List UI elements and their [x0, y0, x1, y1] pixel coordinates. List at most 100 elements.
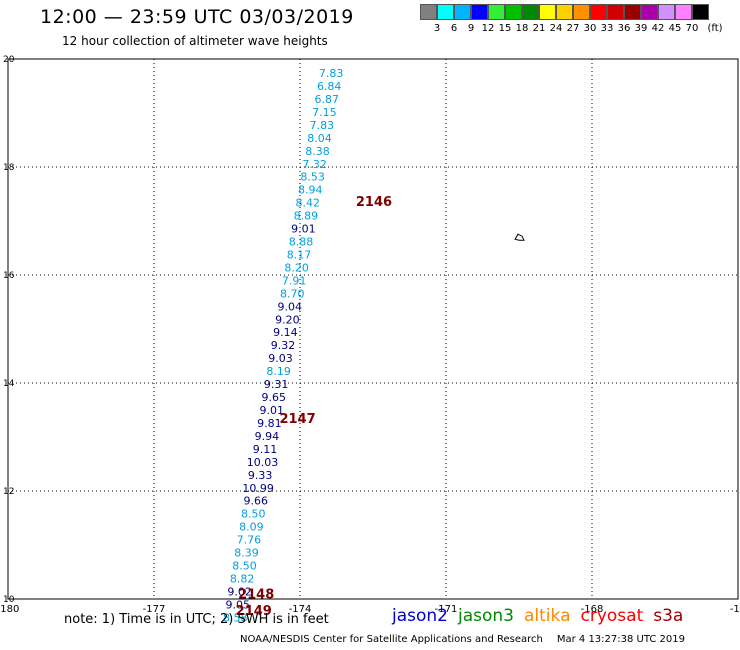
scale-swatch [420, 4, 437, 20]
wave-height-label: 9.32 [271, 339, 296, 352]
footer-credit: NOAA/NESDIS Center for Satellite Applica… [240, 634, 543, 645]
lat-tick-label: 10 [3, 595, 15, 605]
scale-label: 39 [634, 23, 648, 34]
scale-label: 27 [566, 23, 580, 34]
wave-height-label: 8.89 [294, 210, 319, 223]
wave-height-label: 8.70 [280, 287, 305, 300]
scale-swatch [675, 4, 692, 20]
scale-label: 18 [515, 23, 529, 34]
wave-height-label: 6.84 [317, 80, 342, 93]
scale-swatch [692, 4, 709, 20]
wave-height-label: 8.19 [266, 365, 291, 378]
wave-height-label: 8.39 [234, 547, 259, 560]
wave-height-label: 8.38 [305, 145, 330, 158]
wave-height-label: 8.17 [287, 248, 312, 261]
wave-height-label: 9.94 [255, 430, 280, 443]
scale-swatch [641, 4, 658, 20]
wave-height-label: 9.33 [248, 469, 273, 482]
footer-timestamp: Mar 4 13:27:38 UTC 2019 [556, 634, 685, 645]
satellite-altika: altika [524, 606, 571, 626]
scale-swatch [454, 4, 471, 20]
wave-height-label: 8.04 [307, 132, 332, 145]
lat-tick-label: 18 [3, 163, 15, 173]
satellite-cryosat: cryosat [580, 606, 644, 626]
pass-number-label: 2148 [238, 588, 274, 603]
pass-number-label: 2149 [236, 604, 272, 619]
wave-height-label: 9.01 [260, 404, 285, 417]
wave-height-label: 9.14 [273, 326, 298, 339]
scale-swatch [488, 4, 505, 20]
lon-tick-label: -180 [0, 604, 19, 615]
scale-swatch [573, 4, 590, 20]
scale-label: 12 [481, 23, 495, 34]
footer: NOAA/NESDIS Center for Satellite Applica… [240, 634, 685, 645]
satellite-jason3: jason3 [458, 606, 514, 626]
wave-height-label: 8.42 [296, 197, 321, 210]
wave-height-label: 9.11 [253, 443, 278, 456]
wave-height-label: 10.03 [247, 456, 279, 469]
scale-swatch [590, 4, 607, 20]
scale-swatch [607, 4, 624, 20]
wave-height-label: 8.50 [241, 508, 266, 521]
wave-height-label: 7.15 [312, 106, 337, 119]
wave-height-label: 8.53 [300, 171, 325, 184]
wave-height-label: 9.02 [227, 585, 252, 598]
wave-height-label: 8.20 [284, 261, 309, 274]
scale-swatch [522, 4, 539, 20]
scale-label: 30 [583, 23, 597, 34]
wave-height-label: 8.09 [239, 521, 264, 534]
scale-label: 42 [651, 23, 665, 34]
wave-height-label: 9.20 [275, 313, 300, 326]
wave-height-label: 9.04 [278, 300, 303, 313]
lat-tick-label: 14 [3, 379, 15, 389]
lon-tick-label: -171 [435, 604, 458, 615]
pass-number-label: 2146 [356, 195, 392, 210]
lat-tick-label: 12 [3, 487, 14, 497]
lon-tick-label: -177 [143, 604, 166, 615]
page-subtitle: 12 hour collection of altimeter wave hei… [62, 34, 328, 48]
island-marker [514, 233, 525, 241]
wave-height-label: 9.03 [268, 352, 293, 365]
wave-height-label: 6.87 [315, 93, 340, 106]
scale-label: 21 [532, 23, 546, 34]
scale-label: 24 [549, 23, 563, 34]
lon-tick-label: -16 [730, 604, 740, 615]
wave-height-label: 8.82 [230, 572, 255, 585]
scale-swatch [471, 4, 488, 20]
wave-height-label: 7.83 [319, 67, 344, 80]
pass-number-label: 2147 [279, 412, 315, 427]
scale-label: 15 [498, 23, 512, 34]
wave-height-label: 9.31 [264, 378, 289, 391]
map-frame [7, 58, 739, 600]
wave-height-label: 7.32 [302, 158, 327, 171]
wave-height-label: 8.50 [232, 560, 257, 573]
wave-height-label: 9.66 [243, 495, 268, 508]
satellite-jason2: jason2 [392, 606, 448, 626]
satellite-legend: jason2 jason3 altika cryosat s3a [392, 606, 693, 626]
wave-height-label: 10.99 [242, 482, 274, 495]
wave-height-label: 7.83 [310, 119, 335, 132]
lat-tick-label: 16 [3, 271, 15, 281]
scale-label: 36 [617, 23, 631, 34]
wave-height-label: 9.01 [291, 223, 316, 236]
scale-swatch [624, 4, 641, 20]
wave-height-label: 9.65 [261, 391, 286, 404]
scale-label: 6 [450, 23, 458, 34]
wave-height-label: 9.05 [225, 598, 250, 611]
wave-height-label: 7.76 [237, 534, 262, 547]
wave-height-label: 8.58 [223, 611, 248, 624]
wave-height-label: 7.91 [282, 274, 307, 287]
lat-tick-label: 20 [3, 55, 15, 65]
wave-height-label: 8.94 [298, 184, 323, 197]
scale-swatch [539, 4, 556, 20]
wave-height-label: 8.88 [289, 236, 314, 249]
scale-label: 9 [467, 23, 475, 34]
page-title: 12:00 — 23:59 UTC 03/03/2019 [40, 6, 354, 28]
units-note: note: 1) Time is in UTC; 2) SWH is in fe… [64, 612, 329, 627]
scale-unit: (ft) [707, 23, 723, 34]
scale-label: 3 [433, 23, 441, 34]
scale-swatch [658, 4, 675, 20]
lon-tick-label: -168 [581, 604, 604, 615]
scale-label: 33 [600, 23, 614, 34]
